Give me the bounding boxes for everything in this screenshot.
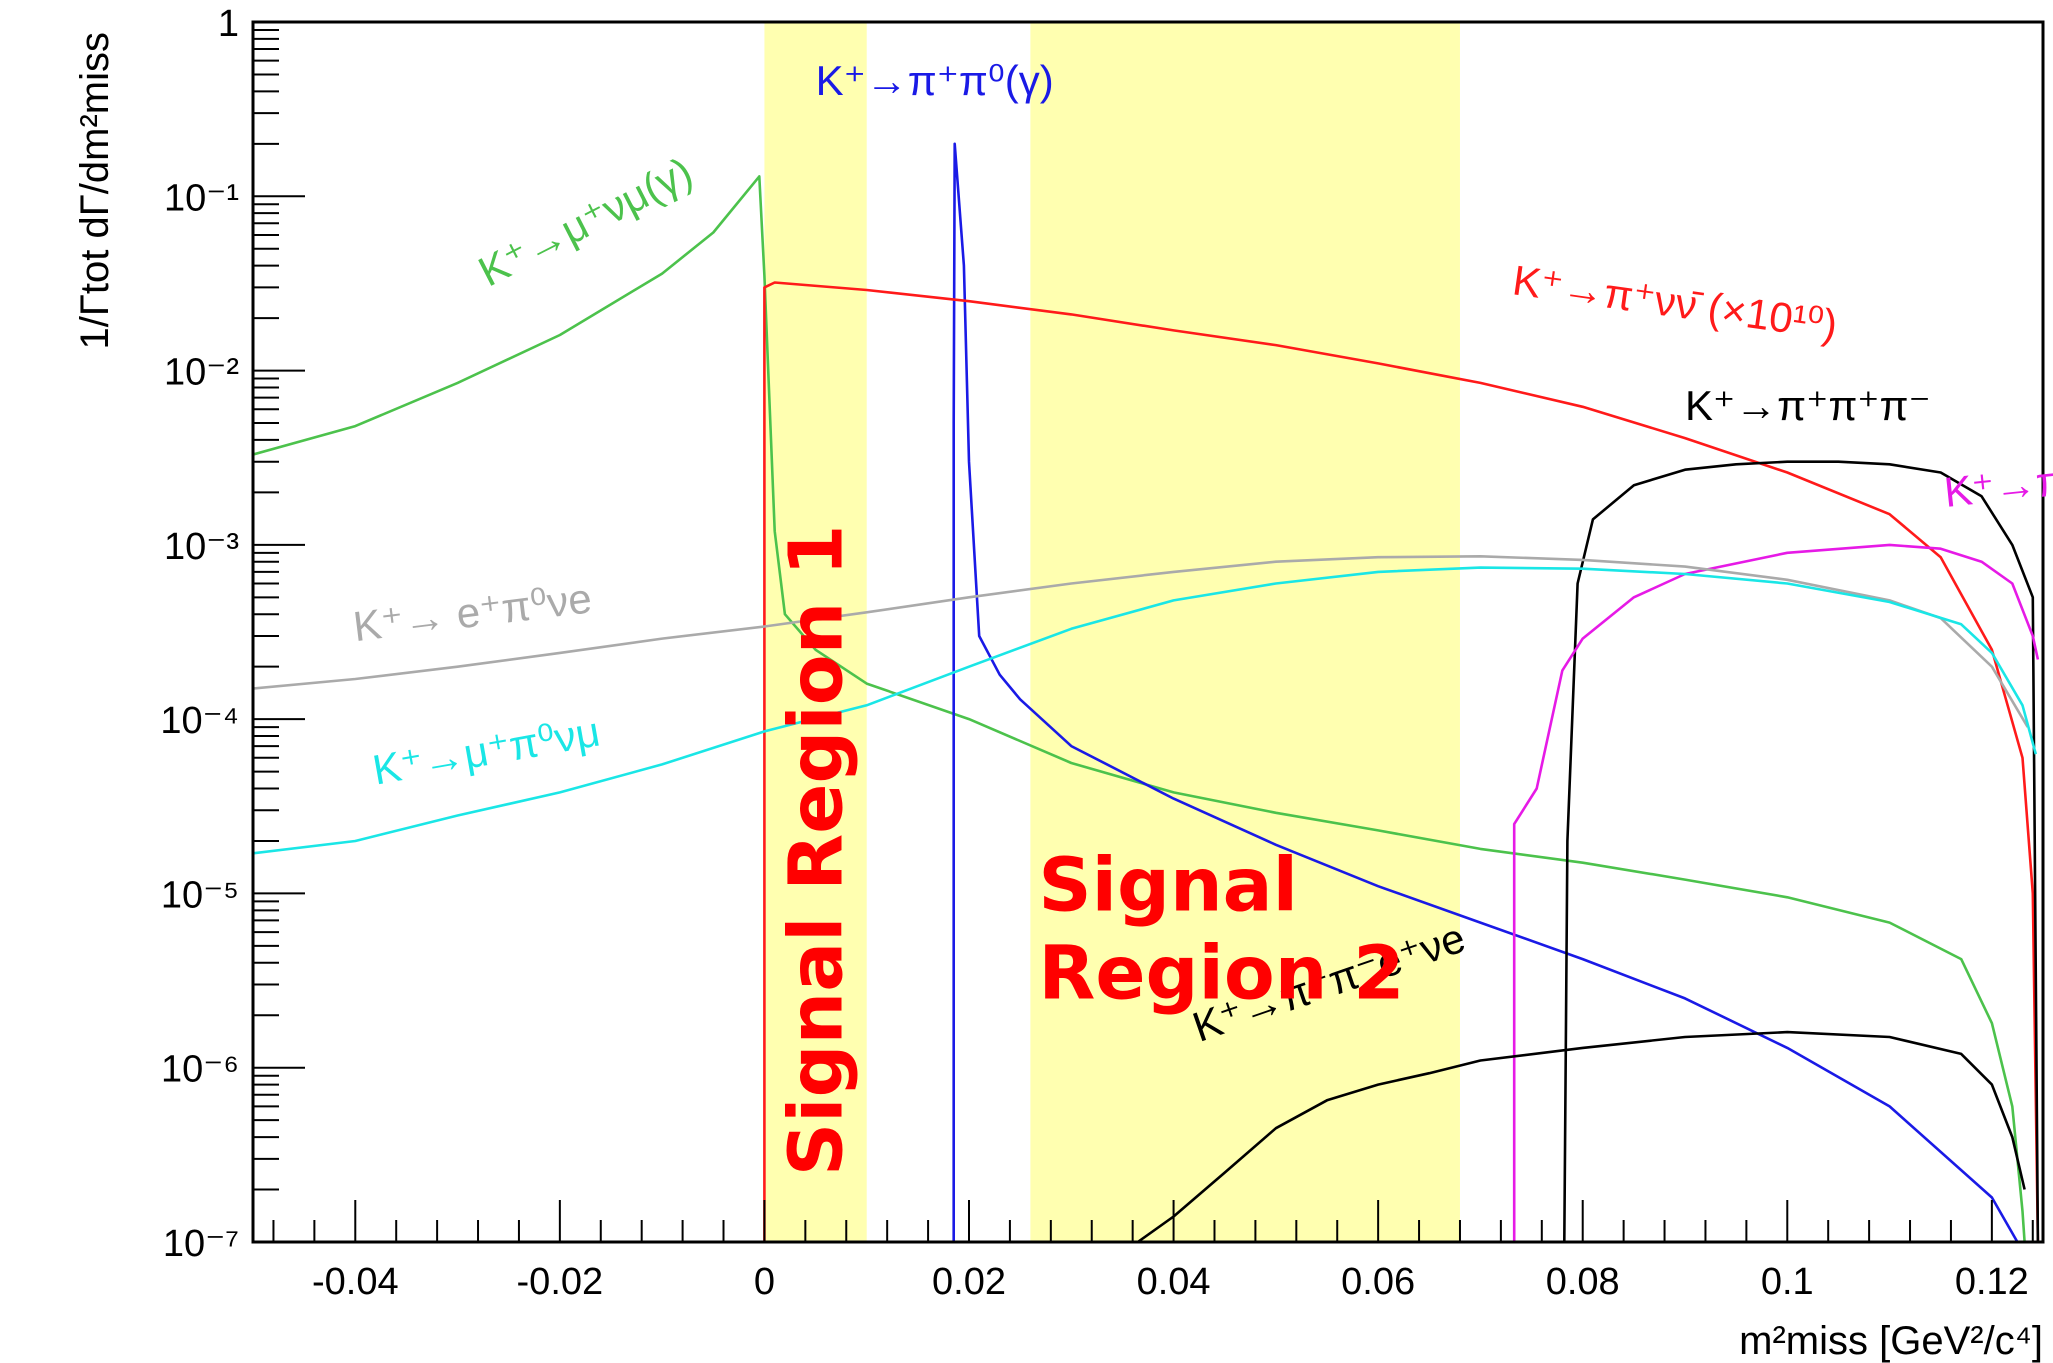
series-label-1: K⁺→μ⁺νμ(γ) — [471, 148, 700, 296]
series-line-4 — [1563, 460, 2040, 1243]
y-tick-label: 10⁻¹ — [164, 177, 239, 219]
x-axis-title: m²miss [GeV²/c⁴] — [1739, 1319, 2043, 1363]
series-label-6: K⁺→ e⁺π⁰νe — [351, 574, 595, 650]
x-tick-label: 0.04 — [1137, 1261, 1211, 1303]
x-tick-label: 0.08 — [1546, 1261, 1620, 1303]
series-line-2 — [952, 142, 2019, 1243]
signal-region-2-label: Signal Region 2 — [1038, 842, 1404, 1016]
axis-ticks: -0.04 -0.02 0 0.02 0.04 0.06 0.08 0.1 0.12 1 10⁻¹ 1… — [160, 3, 2034, 1303]
x-tick-label: 0.12 — [1955, 1261, 2029, 1303]
series-line-8 — [1137, 1030, 2026, 1244]
signal-region-2 — [1030, 23, 1460, 1241]
series-label-4: K⁺→π⁺π⁺π⁻ — [1685, 382, 1931, 429]
x-tick-label: -0.04 — [312, 1261, 399, 1303]
y-tick-label: 10⁻⁷ — [163, 1223, 239, 1265]
region-labels: Signal Region 1 Signal Region 2 — [774, 524, 1405, 1176]
y-tick-label: 10⁻³ — [164, 526, 239, 568]
x-tick-label: 0.1 — [1761, 1261, 1814, 1303]
series-label-3: K⁺→π⁺νν̄ (×10¹⁰) — [1510, 256, 1840, 348]
series-line-7 — [252, 566, 2038, 855]
x-tick-label: 0.02 — [932, 1261, 1006, 1303]
series-label-5: K⁺→π⁺π⁰π⁰ — [1942, 445, 2053, 516]
x-tick-label: 0 — [754, 1261, 775, 1303]
signal-region-1-label: Signal Region 1 — [774, 524, 860, 1176]
series-label-2: K⁺→π⁺π⁰(γ) — [816, 57, 1054, 104]
series-line-6 — [252, 555, 2029, 728]
series-line-1 — [252, 175, 2026, 1243]
y-tick-label: 10⁻⁴ — [160, 700, 239, 742]
y-axis-title: 1/Γtot dΓ/dm²miss — [73, 32, 117, 349]
series-line-5 — [1512, 543, 2040, 1242]
series-line-3 — [763, 281, 2040, 1243]
axis-titles: m²miss [GeV²/c⁴] 1/Γtot dΓ/dm²miss — [73, 32, 2043, 1363]
plot-frame — [251, 20, 2045, 1244]
series-label-7: K⁺→μ⁺π⁰νμ — [369, 708, 603, 794]
series-lines — [252, 142, 2040, 1244]
y-tick-label: 1 — [218, 3, 239, 45]
signal-regions — [764, 23, 1460, 1241]
y-tick-label: 10⁻⁶ — [161, 1049, 239, 1091]
x-tick-label: -0.02 — [517, 1261, 604, 1303]
y-tick-label: 10⁻⁵ — [161, 874, 239, 916]
x-tick-label: 0.06 — [1341, 1261, 1415, 1303]
signal-region-1 — [764, 23, 867, 1241]
y-tick-label: 10⁻² — [164, 352, 239, 394]
